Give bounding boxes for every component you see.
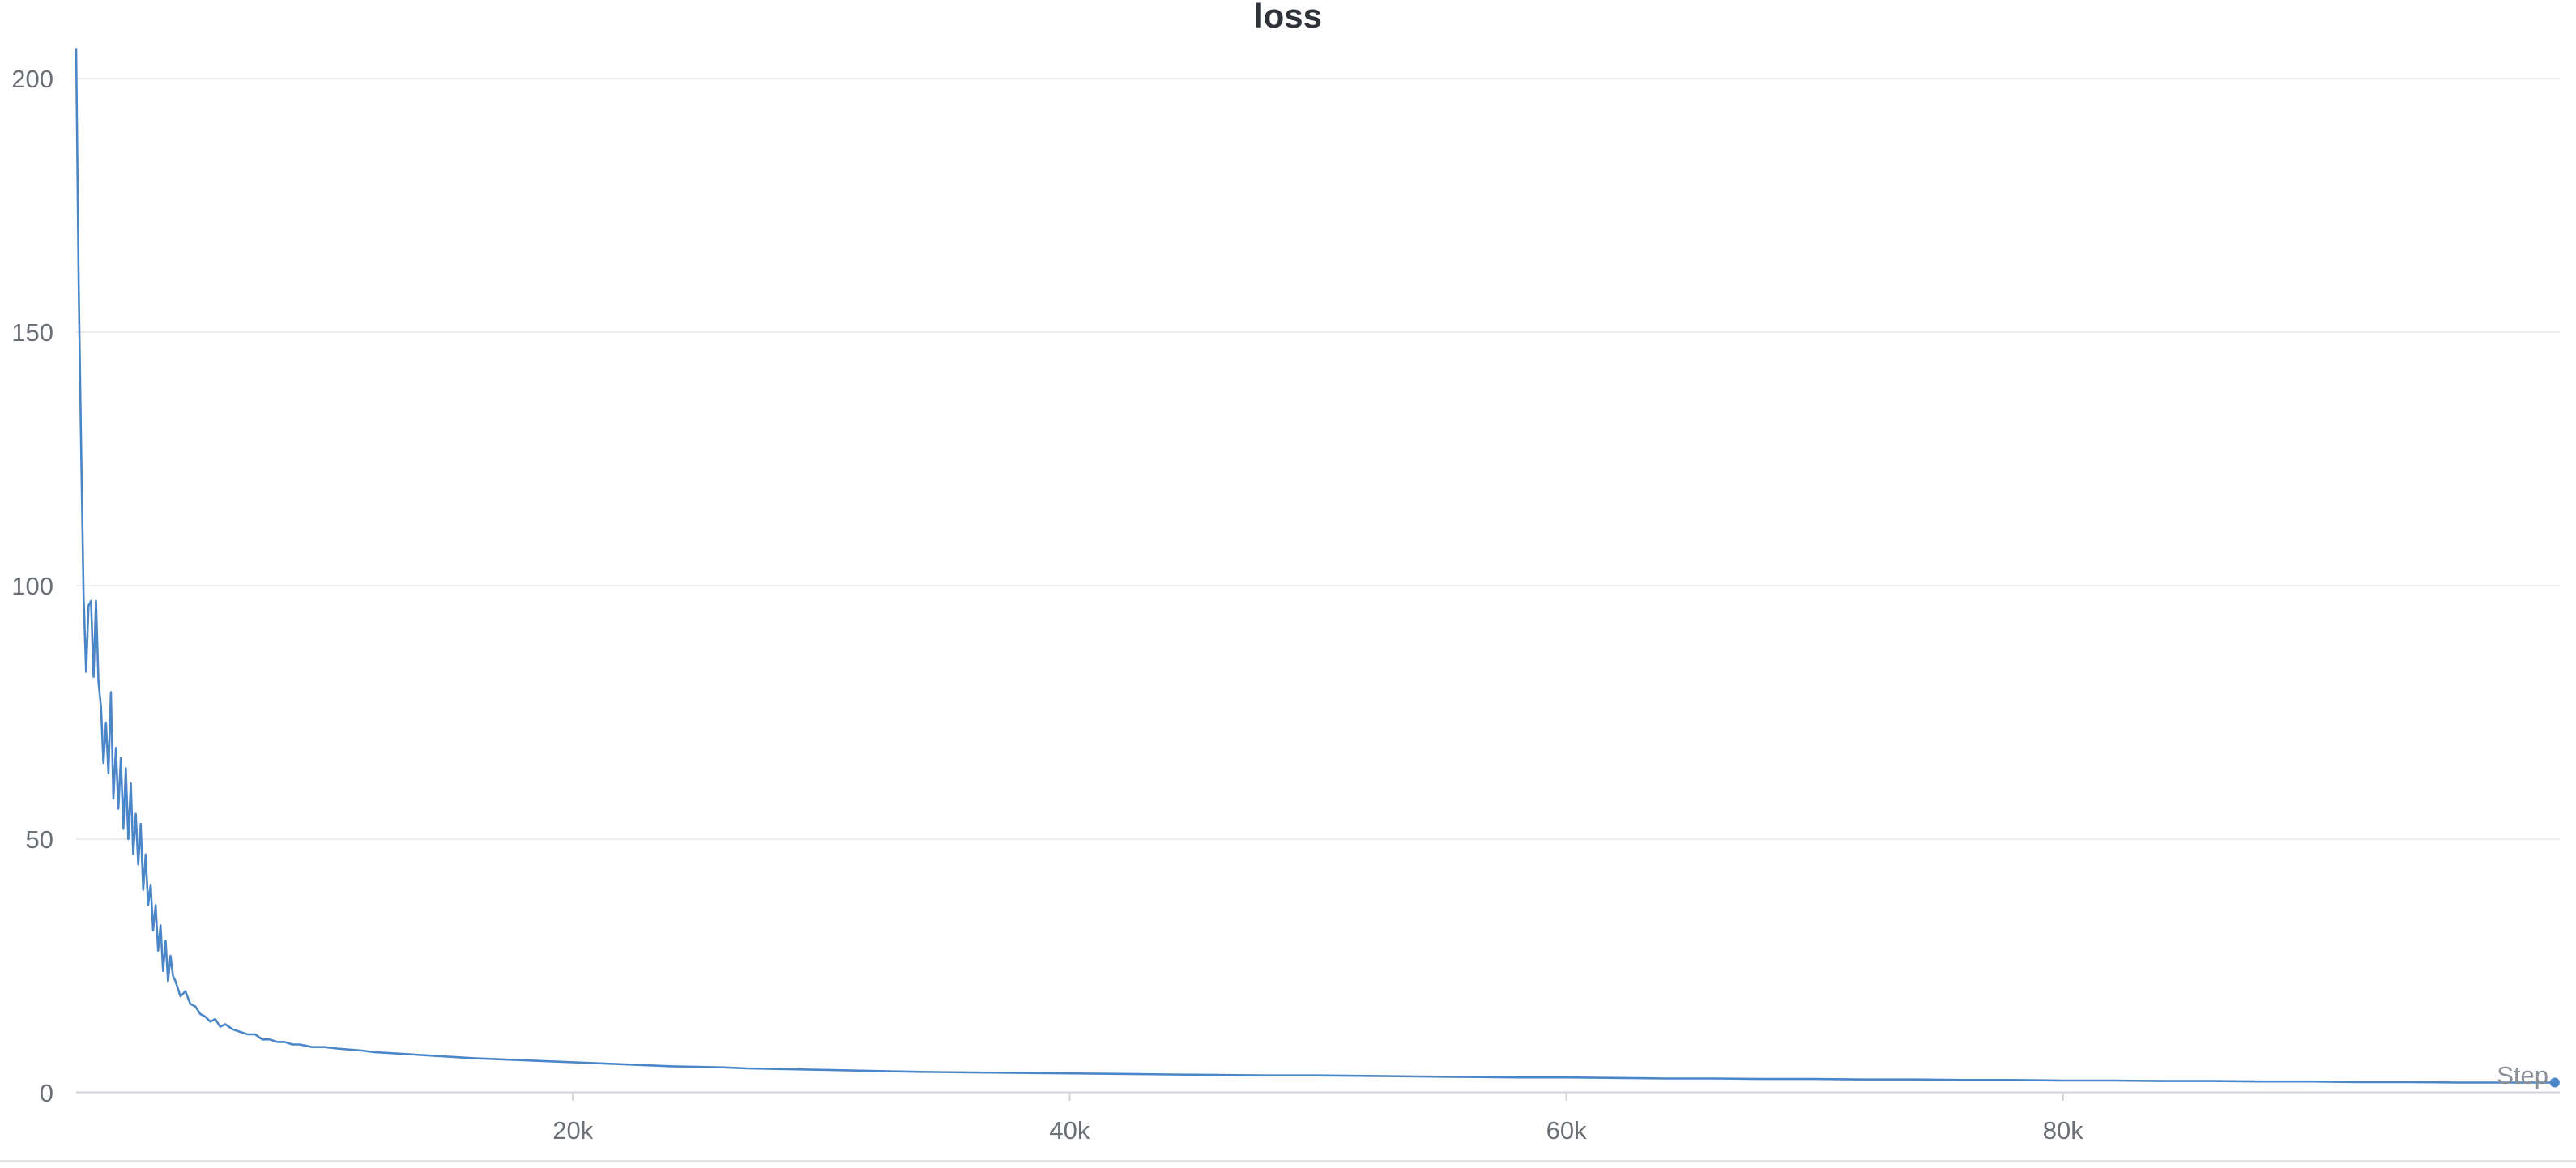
y-tick-label: 200 [11,65,53,93]
chart-title: loss [1253,0,1323,35]
x-axis-tick-labels: 20k 40k 60k 80k [552,1093,2083,1145]
y-axis-tick-labels: 0 50 100 150 200 [11,65,53,1107]
loss-series-line [75,48,2555,1084]
series-layer [75,48,2555,1084]
y-tick-label: 150 [11,318,53,347]
x-tick-label: 40k [1049,1116,1090,1145]
grid-lines [76,78,2560,840]
panel-bottom-border [0,1160,2576,1162]
y-tick-label: 0 [40,1079,53,1107]
y-tick-label: 50 [26,825,53,854]
x-axis-label: Step [2497,1061,2548,1089]
x-tick-label: 60k [1546,1116,1587,1145]
y-tick-label: 100 [11,572,53,600]
x-tick-label: 20k [552,1116,593,1145]
x-tick-label: 80k [2043,1116,2083,1145]
series-end-marker [2549,1077,2560,1088]
